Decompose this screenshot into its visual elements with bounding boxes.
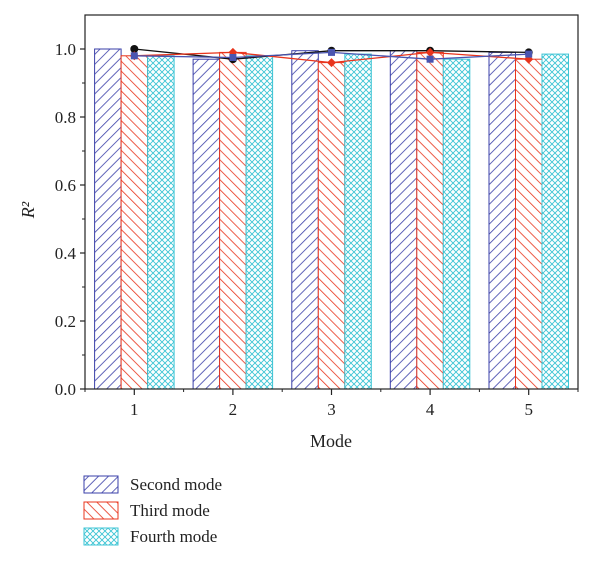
trend-1-point-1	[130, 45, 139, 53]
x-tick-label: 4	[426, 400, 435, 419]
y-tick-label: 0.6	[55, 176, 76, 195]
bar-series-3-mode-5	[541, 53, 569, 390]
bar-series-1-mode-1	[94, 48, 122, 390]
bar-series-3-mode-4	[442, 58, 471, 390]
y-tick-label: 0.2	[55, 312, 76, 331]
trend-3-point-3	[328, 48, 335, 56]
legend-label-2: Third mode	[130, 501, 210, 520]
bar-series-2-mode-5	[515, 58, 543, 390]
legend: Second mode Third mode Fourth mode	[83, 475, 222, 546]
legend-label-3: Fourth mode	[130, 527, 217, 546]
y-tick-label: 0.4	[55, 244, 77, 263]
bar-series-2-mode-1	[120, 55, 149, 390]
bar-series-2-mode-3	[317, 62, 346, 390]
bar-series-2-mode-4	[416, 51, 444, 390]
legend-swatch-2	[83, 501, 119, 520]
bar-series-1-mode-5	[488, 51, 516, 390]
bar-series-2-mode-2	[219, 51, 247, 390]
x-tick-label: 3	[327, 400, 336, 419]
y-tick-label: 1.0	[55, 40, 76, 59]
trend-2-point-4	[425, 47, 435, 57]
bar-series-3-mode-3	[344, 53, 372, 390]
x-tick-label: 5	[524, 400, 533, 419]
bar-series-3-mode-2	[245, 55, 274, 390]
y-axis-title: R²	[18, 201, 38, 219]
legend-swatch-1	[83, 475, 119, 494]
trend-3-point-1	[130, 52, 138, 60]
x-tick-label: 1	[130, 400, 139, 419]
x-tick-label: 2	[229, 400, 238, 419]
y-tick-label: 0.0	[55, 380, 76, 399]
legend-label-1: Second mode	[130, 475, 222, 494]
lines-layer	[129, 45, 534, 68]
bar-series-1-mode-2	[192, 58, 221, 390]
trend-3-point-4	[426, 55, 434, 63]
trend-3-point-5	[525, 50, 533, 58]
legend-swatch-3	[83, 527, 119, 546]
x-axis-title: Mode	[310, 431, 352, 451]
axes-layer: 0.0 0.2 0.4 0.6 0.8 1.0 1 2 3 4 5	[55, 14, 579, 419]
y-tick-label: 0.8	[55, 108, 76, 127]
bars-layer	[94, 48, 569, 390]
trend-3-point-2	[229, 54, 237, 61]
trend-2-point-3	[327, 58, 336, 68]
bar-series-1-mode-3	[291, 50, 319, 390]
bar-series-3-mode-1	[147, 55, 175, 390]
bar-series-1-mode-4	[389, 50, 418, 390]
